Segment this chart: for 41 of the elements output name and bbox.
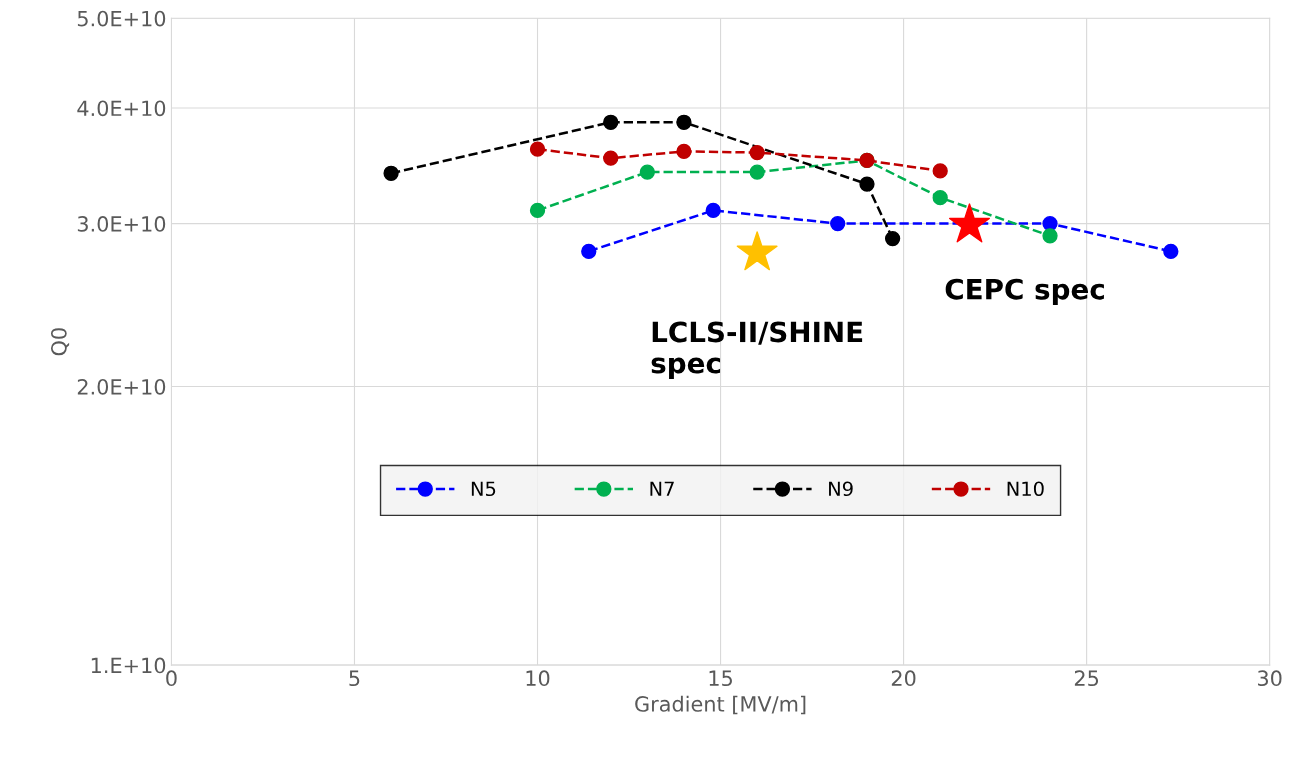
point bbox=[884, 230, 901, 247]
x-axis-title: Gradient [MV/m] bbox=[635, 695, 806, 715]
x-tick-label: 5 bbox=[349, 670, 360, 687]
y-tick-label: 4.0E+10 bbox=[77, 100, 166, 117]
x-tick-label: 0 bbox=[166, 670, 177, 687]
point bbox=[603, 114, 619, 130]
point bbox=[383, 165, 399, 181]
y-tick-label: 2.0E+10 bbox=[77, 378, 166, 395]
point bbox=[603, 150, 619, 166]
legend-label: N7 bbox=[650, 481, 674, 496]
x-tick-label: 15 bbox=[709, 670, 732, 687]
x-tick-label: 25 bbox=[1074, 670, 1099, 687]
legend-label: N9 bbox=[829, 481, 853, 497]
point bbox=[749, 144, 765, 161]
point bbox=[749, 164, 765, 180]
point bbox=[932, 189, 948, 206]
point bbox=[581, 243, 597, 259]
point bbox=[705, 202, 721, 219]
annotation: CEPC spec bbox=[945, 278, 1104, 306]
y-tick-label: 1.E+10 bbox=[91, 657, 166, 674]
y-axis-title: Q0 bbox=[50, 328, 70, 356]
annotation: LCLS-II/SHINE spec bbox=[651, 321, 863, 379]
point bbox=[1042, 228, 1058, 244]
point bbox=[1163, 243, 1179, 259]
y-tick-label: 5.0E+10 bbox=[77, 10, 166, 27]
point bbox=[859, 176, 875, 192]
x-tick-label: 10 bbox=[526, 670, 550, 687]
x-tick-label: 30 bbox=[1258, 670, 1282, 687]
point bbox=[529, 141, 546, 157]
point bbox=[932, 163, 948, 179]
point bbox=[736, 231, 778, 271]
x-tick-label: 20 bbox=[891, 670, 916, 687]
point bbox=[676, 143, 692, 160]
legend-label: N5 bbox=[471, 481, 496, 497]
point bbox=[830, 215, 846, 232]
point bbox=[948, 203, 990, 243]
legend-label: N10 bbox=[1007, 481, 1044, 497]
point bbox=[639, 164, 655, 180]
point bbox=[529, 202, 546, 219]
point bbox=[676, 114, 692, 130]
y-tick-label: 3.0E+10 bbox=[77, 216, 166, 232]
